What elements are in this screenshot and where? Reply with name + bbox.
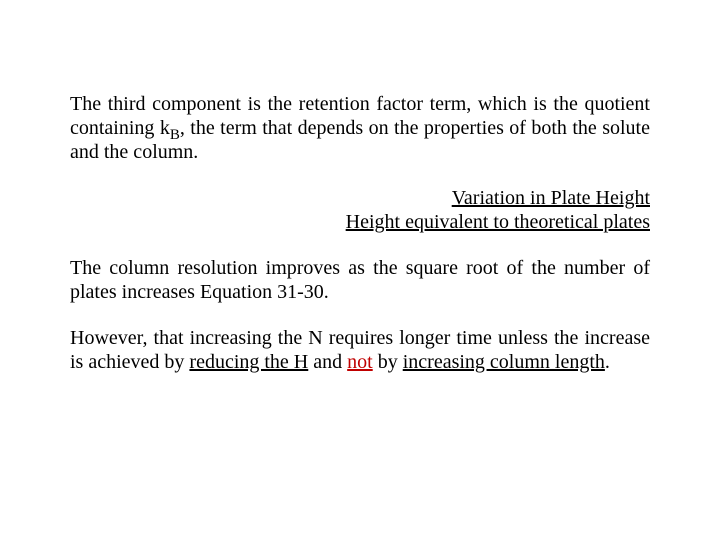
slide-page: The third component is the retention fac… <box>0 0 720 540</box>
paragraph-increasing-n: However, that increasing the N requires … <box>70 326 650 374</box>
text: by <box>373 351 403 373</box>
paragraph-resolution: The column resolution improves as the sq… <box>70 256 650 304</box>
paragraph-retention-factor: The third component is the retention fac… <box>70 92 650 164</box>
text: . <box>605 351 610 373</box>
text: The column resolution improves as the sq… <box>70 257 650 303</box>
emphasis-not: not <box>347 351 373 373</box>
text: and <box>308 351 347 373</box>
underline-column-length: increasing column length <box>403 351 605 373</box>
heading-block: Variation in Plate Height Height equival… <box>70 186 650 234</box>
heading-line-1: Variation in Plate Height <box>452 187 650 209</box>
underline-reducing-h: reducing the H <box>189 351 308 373</box>
heading-line-2: Height equivalent to theoretical plates <box>346 211 650 233</box>
